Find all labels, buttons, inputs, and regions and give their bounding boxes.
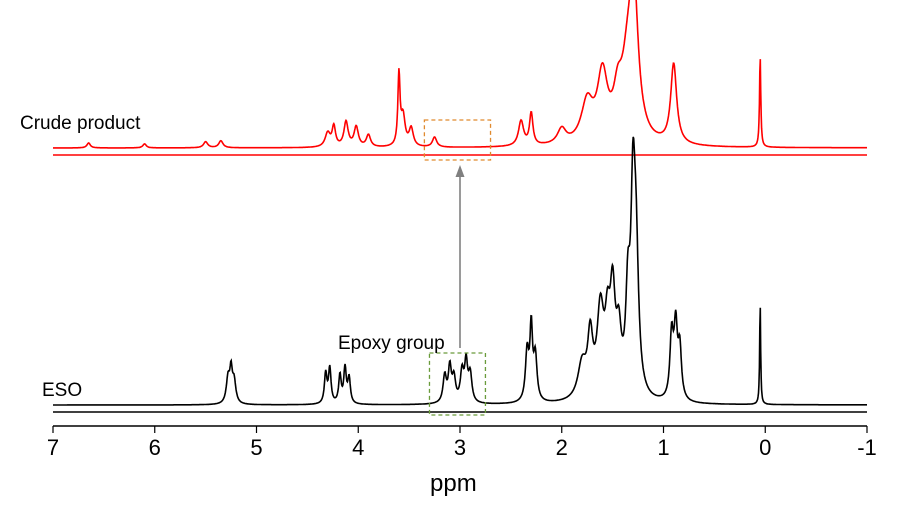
highlight-box-eso (429, 353, 485, 415)
trace-label-eso: ESO (42, 380, 82, 402)
x-tick-label: 4 (352, 435, 364, 460)
x-tick-label: 0 (759, 435, 771, 460)
nmr-chart: 7 6 5 4 3 2 1 0 -1 (0, 0, 898, 511)
spectrum-trace-crude (53, 0, 867, 148)
x-tick-label: 3 (454, 435, 466, 460)
x-axis-label: ppm (430, 470, 477, 498)
x-tick-label: 2 (556, 435, 568, 460)
x-tick-label: 7 (47, 435, 59, 460)
arrow-head (456, 165, 465, 177)
x-tick-label: -1 (857, 435, 877, 460)
x-tick-label: 5 (250, 435, 262, 460)
x-tick-label: 6 (149, 435, 161, 460)
epoxy-annotation: Epoxy group (338, 333, 445, 355)
x-tick-label: 1 (657, 435, 669, 460)
highlight-box-crude (424, 120, 490, 160)
trace-label-crude: Crude product (20, 113, 140, 135)
